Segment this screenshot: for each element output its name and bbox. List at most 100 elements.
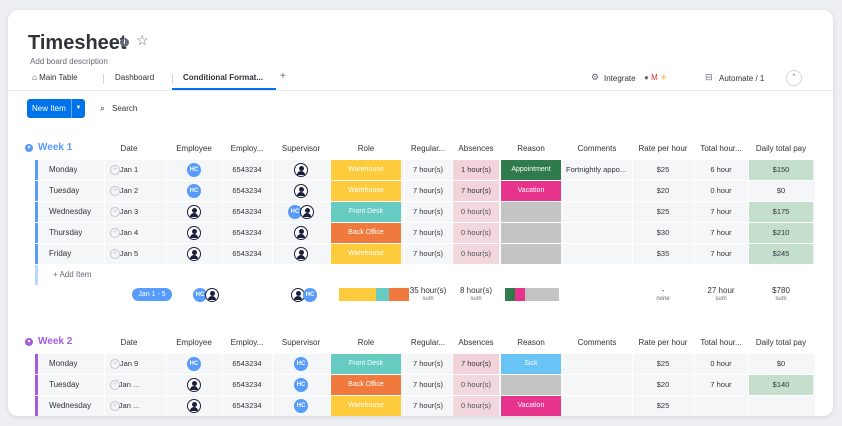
column-header[interactable]: Daily total pay [755,338,807,347]
column-header[interactable]: Daily total pay [755,144,807,153]
column-header[interactable]: Reason [517,144,545,153]
item-name[interactable]: Thursday [49,228,83,237]
column-header[interactable]: Employ... [230,338,264,347]
tab-main-table[interactable]: ⌂ Main Table [32,70,78,90]
role-status[interactable]: Back Office [331,375,401,395]
total-hours-cell[interactable] [694,396,748,416]
integrate-button[interactable]: Integrate [604,74,636,83]
daily-pay-cell[interactable] [749,396,813,416]
employee-id-cell[interactable]: 6543234 [232,401,262,410]
table-row[interactable]: Tuesday + Jan ... 6543234 HC Back Office 7 hou… [35,375,815,395]
board-description[interactable]: Add board description [30,57,108,66]
tab-conditional-format[interactable]: Conditional Format... [172,70,276,90]
daily-pay-cell[interactable]: $175 [749,202,813,222]
column-header[interactable]: Role [357,338,375,347]
role-status[interactable]: Front Desk [331,202,401,222]
regular-hours-cell[interactable]: 7 hour(s) [412,401,443,410]
add-update-icon[interactable]: + [110,380,120,390]
add-update-icon[interactable]: + [110,359,120,369]
avatar[interactable]: HC [187,357,201,371]
absences-cell[interactable]: 0 hour(s) [453,202,499,222]
regular-hours-cell[interactable]: 7 hour(s) [412,228,443,237]
total-hours-cell[interactable]: 7 hour [710,207,732,216]
absences-cell[interactable]: 0 hour(s) [453,375,499,395]
column-header[interactable]: Supervisor [281,338,321,347]
date-cell[interactable]: Jan ... [118,380,140,389]
tab-dashboard[interactable]: Dashboard [115,73,155,82]
total-hours-cell[interactable]: 0 hour [710,186,732,195]
employee-id-cell[interactable]: 6543234 [232,249,262,258]
comments-cell[interactable] [566,354,630,374]
column-header[interactable]: Rate per hour [638,144,688,153]
reason-status[interactable]: Appointment [501,160,561,180]
comments-cell[interactable] [566,375,630,395]
column-header[interactable]: Reason [517,338,545,347]
avatar[interactable]: HC [294,378,308,392]
group-title[interactable]: Week 1 [38,142,73,153]
employee-id-cell[interactable]: 6543234 [232,380,262,389]
employee-id-cell[interactable]: 6543234 [232,165,262,174]
reason-status[interactable] [501,223,561,243]
rate-cell[interactable]: $25 [656,207,670,216]
reason-status[interactable] [501,375,561,395]
collapse-header-button[interactable]: ⌃ [786,70,802,86]
rate-cell[interactable]: $20 [656,186,670,195]
role-status[interactable]: Warehouse [331,181,401,201]
column-header[interactable]: Regular... [410,144,446,153]
table-row[interactable]: Thursday + Jan 4 6543234 Back Office 7 hour(s… [35,223,815,243]
column-header[interactable]: Employee [176,338,212,347]
item-name[interactable]: Wednesday [49,401,92,410]
item-name[interactable]: Monday [49,165,78,174]
total-hours-cell[interactable]: 7 hour [710,249,732,258]
column-header[interactable]: Date [120,338,138,347]
employee-id-cell[interactable]: 6543234 [232,207,262,216]
daily-pay-cell[interactable]: $150 [749,160,813,180]
comments-cell[interactable] [566,181,630,201]
add-update-icon[interactable]: + [110,401,120,411]
column-header[interactable]: Supervisor [281,144,321,153]
total-hours-cell[interactable]: 0 hour [710,359,732,368]
date-cell[interactable]: Jan 1 [119,165,139,174]
comments-cell[interactable] [566,244,630,264]
avatar[interactable]: HC [193,288,207,302]
daily-pay-cell[interactable]: $210 [749,223,813,243]
role-status[interactable]: Warehouse [331,244,401,264]
reason-status[interactable]: Vacation [501,181,561,201]
avatar[interactable]: HC [187,163,201,177]
person-icon[interactable] [187,399,201,413]
board-title[interactable]: Timesheet [28,32,127,54]
rate-cell[interactable]: $25 [656,401,670,410]
column-header[interactable]: Employ... [230,144,264,153]
add-item-row[interactable]: + Add Item [35,265,815,285]
regular-hours-cell[interactable]: 7 hour(s) [412,359,443,368]
comments-cell[interactable] [566,223,630,243]
info-icon[interactable]: i [120,38,129,47]
item-name[interactable]: Friday [49,249,72,258]
column-header[interactable]: Comments [577,338,617,347]
date-cell[interactable]: Jan 2 [119,186,139,195]
reason-status[interactable] [501,244,561,264]
date-cell[interactable]: Jan 3 [119,207,139,216]
rate-cell[interactable]: $30 [656,228,670,237]
column-header[interactable]: Comments [577,144,617,153]
table-row[interactable]: Monday + Jan 1 HC 6543234 Warehouse 7 hour(s) 1… [35,160,815,180]
employee-id-cell[interactable]: 6543234 [232,228,262,237]
employee-id-cell[interactable]: 6543234 [232,186,262,195]
avatar[interactable]: HC [303,288,317,302]
absences-cell[interactable]: 7 hour(s) [453,181,499,201]
role-status[interactable]: Back Office [331,223,401,243]
absences-cell[interactable]: 1 hour(s) [453,160,499,180]
comments-cell[interactable] [566,202,630,222]
table-row[interactable]: Wednesday + Jan ... 6543234 HC Warehouse 7 hou… [35,396,815,416]
role-status[interactable]: Warehouse [331,396,401,416]
person-icon[interactable] [205,288,219,302]
person-icon[interactable] [187,378,201,392]
person-icon[interactable] [294,247,308,261]
item-name[interactable]: Tuesday [49,380,80,389]
date-cell[interactable]: Jan ... [118,401,140,410]
column-header[interactable]: Absences [458,144,494,153]
date-cell[interactable]: Jan 4 [119,228,139,237]
rate-cell[interactable]: $25 [656,165,670,174]
person-icon[interactable] [187,205,201,219]
add-update-icon[interactable]: + [110,207,120,217]
